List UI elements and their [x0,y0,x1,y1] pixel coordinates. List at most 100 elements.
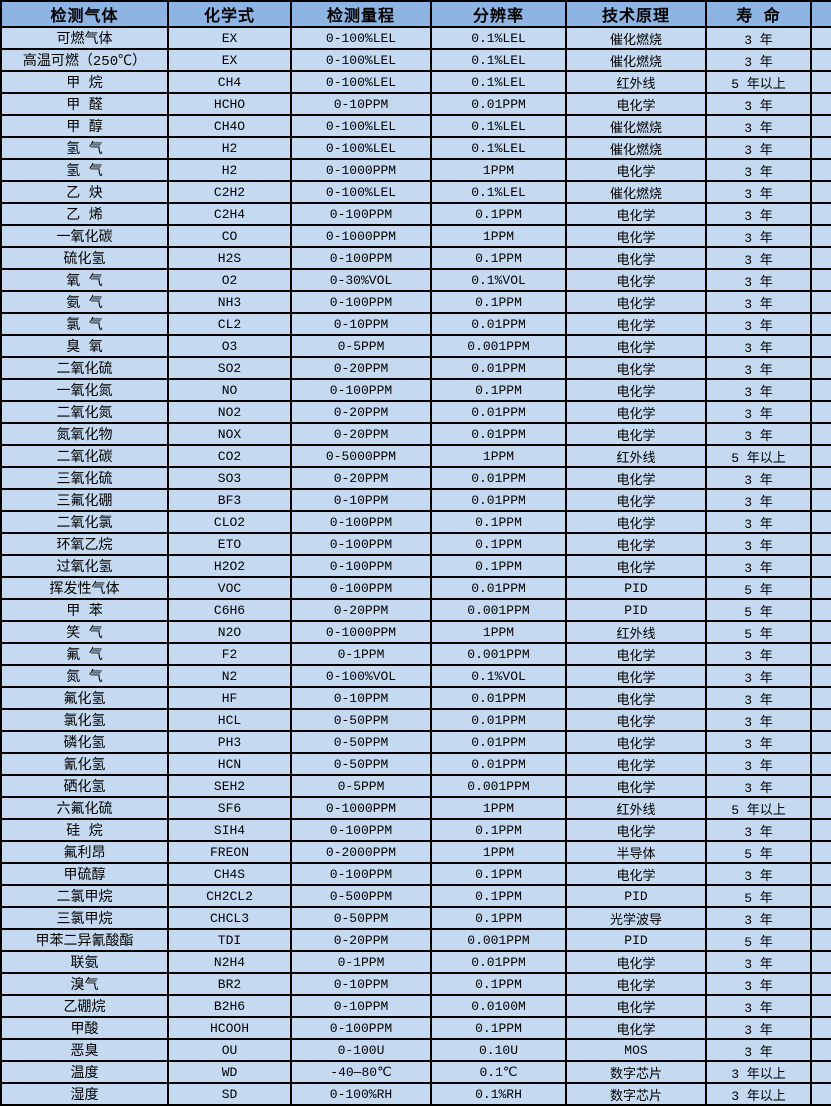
cell-range: 0-1000PPM [290,620,432,644]
cell-principle: PID [565,598,707,622]
cell-principle: 电化学 [565,708,707,732]
cell-range: 0-100PPM [290,532,432,556]
cell-principle: 光学波导 [565,906,707,930]
cell-lifespan: 3 年 [705,224,812,248]
cell-formula: CO [167,224,292,248]
cell-resolution: 0.1℃ [430,1060,567,1084]
cell-formula: SF6 [167,796,292,820]
cell-principle: 电化学 [565,488,707,512]
table-row: 甲 烷 CH4 0-100%LEL 0.1%LEL 红外线 5 年以上 [0,70,831,94]
cell-range: 0-5PPM [290,334,432,358]
cell-lifespan: 3 年 [705,950,812,974]
cell-gas: 过氧化氢 [0,554,169,578]
spacer-cell [810,246,831,270]
cell-formula: B2H6 [167,994,292,1018]
cell-resolution: 0.01PPM [430,686,567,710]
cell-gas: 氨 气 [0,290,169,314]
cell-range: 0-2000PPM [290,840,432,864]
cell-gas: 三氧化硫 [0,466,169,490]
cell-range: 0-100PPM [290,818,432,842]
cell-formula: CO2 [167,444,292,468]
cell-principle: 电化学 [565,312,707,336]
cell-lifespan: 3 年以上 [705,1060,812,1084]
spacer-cell [810,356,831,380]
cell-gas: 氰化氢 [0,752,169,776]
cell-resolution: 0.1%LEL [430,26,567,50]
cell-resolution: 0.01PPM [430,488,567,512]
cell-formula: SD [167,1082,292,1106]
cell-gas: 甲 烷 [0,70,169,94]
cell-lifespan: 3 年 [705,1016,812,1040]
cell-lifespan: 3 年 [705,488,812,512]
cell-lifespan: 3 年 [705,334,812,358]
cell-range: 0-100%LEL [290,180,432,204]
cell-range: 0-20PPM [290,928,432,952]
cell-resolution: 0.1PPM [430,290,567,314]
cell-resolution: 1PPM [430,444,567,468]
cell-gas: 硅 烷 [0,818,169,842]
spacer-cell [810,114,831,138]
cell-resolution: 0.01PPM [430,950,567,974]
cell-range: 0-50PPM [290,730,432,754]
cell-gas: 氟 气 [0,642,169,666]
spacer-cell [810,686,831,710]
cell-resolution: 0.1PPM [430,532,567,556]
cell-principle: 催化燃烧 [565,136,707,160]
cell-resolution: 0.1%LEL [430,48,567,72]
table-row: 氮 气 N2 0-100%VOL 0.1%VOL 电化学 3 年 [0,664,831,688]
cell-lifespan: 5 年以上 [705,70,812,94]
cell-resolution: 0.001PPM [430,928,567,952]
table-row: 二氯甲烷 CH2CL2 0-500PPM 0.1PPM PID 5 年 [0,884,831,908]
cell-gas: 臭 氧 [0,334,169,358]
cell-resolution: 0.1PPM [430,1016,567,1040]
spacer-cell [810,1038,831,1062]
spacer-cell [810,774,831,798]
table-row: 氮氧化物 NOX 0-20PPM 0.01PPM 电化学 3 年 [0,422,831,446]
cell-range: 0-50PPM [290,906,432,930]
cell-principle: 电化学 [565,994,707,1018]
cell-lifespan: 3 年 [705,202,812,226]
cell-resolution: 0.1%VOL [430,268,567,292]
cell-lifespan: 3 年 [705,356,812,380]
cell-gas: 甲硫醇 [0,862,169,886]
table-row: 三氟化硼 BF3 0-10PPM 0.01PPM 电化学 3 年 [0,488,831,512]
cell-principle: PID [565,576,707,600]
cell-lifespan: 3 年 [705,1038,812,1062]
cell-lifespan: 3 年 [705,180,812,204]
cell-principle: 电化学 [565,422,707,446]
cell-formula: CH2CL2 [167,884,292,908]
cell-principle: 电化学 [565,510,707,534]
cell-range: 0-20PPM [290,356,432,380]
cell-range: 0-100PPM [290,510,432,534]
table-row: 二氧化硫 SO2 0-20PPM 0.01PPM 电化学 3 年 [0,356,831,380]
cell-lifespan: 5 年以上 [705,444,812,468]
cell-lifespan: 5 年 [705,598,812,622]
table-row: 乙 炔 C2H2 0-100%LEL 0.1%LEL 催化燃烧 3 年 [0,180,831,204]
table-row: 过氧化氢 H2O2 0-100PPM 0.1PPM 电化学 3 年 [0,554,831,578]
cell-lifespan: 3 年 [705,532,812,556]
spacer-cell [810,664,831,688]
cell-lifespan: 3 年 [705,136,812,160]
table-row: 氧 气 O2 0-30%VOL 0.1%VOL 电化学 3 年 [0,268,831,292]
spacer-cell [810,1016,831,1040]
cell-range: 0-50PPM [290,708,432,732]
cell-resolution: 0.1PPM [430,246,567,270]
cell-principle: 电化学 [565,730,707,754]
table-row: 氢 气 H2 0-100%LEL 0.1%LEL 催化燃烧 3 年 [0,136,831,160]
cell-formula: FREON [167,840,292,864]
cell-gas: 氮 气 [0,664,169,688]
cell-gas: 环氧乙烷 [0,532,169,556]
cell-principle: PID [565,928,707,952]
spacer-cell [810,224,831,248]
cell-formula: C2H2 [167,180,292,204]
cell-gas: 硫化氢 [0,246,169,270]
cell-principle: 电化学 [565,334,707,358]
cell-formula: EX [167,48,292,72]
cell-formula: ETO [167,532,292,556]
cell-range: 0-20PPM [290,598,432,622]
table-row: 三氯甲烷 CHCL3 0-50PPM 0.1PPM 光学波导 3 年 [0,906,831,930]
spacer-cell [810,70,831,94]
cell-principle: 电化学 [565,972,707,996]
cell-range: 0-100%LEL [290,114,432,138]
table-row: 一氧化碳 CO 0-1000PPM 1PPM 电化学 3 年 [0,224,831,248]
